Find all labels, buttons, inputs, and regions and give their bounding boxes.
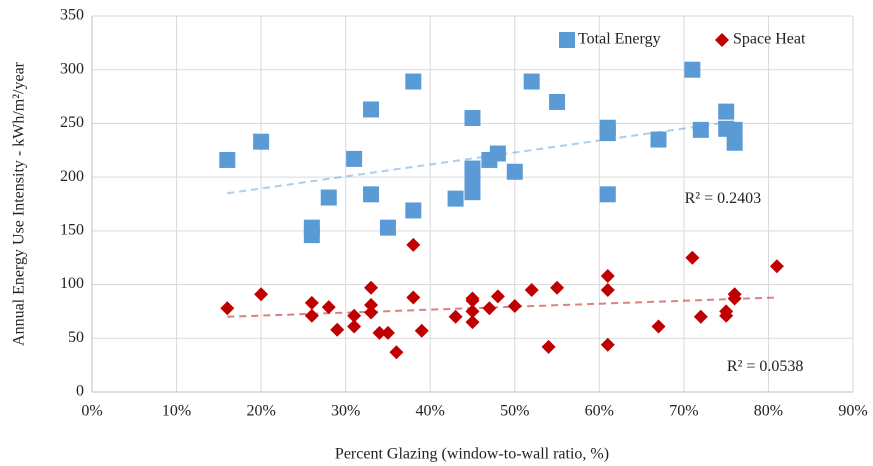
point [372, 325, 387, 340]
point [347, 319, 362, 334]
point [414, 323, 429, 338]
point [380, 325, 395, 340]
point [769, 259, 784, 274]
point [524, 282, 539, 297]
point [464, 110, 481, 127]
x-tick-label: 60% [585, 403, 614, 420]
x-tick-label: 80% [754, 403, 783, 420]
point [490, 289, 505, 304]
point [600, 268, 615, 283]
point [330, 322, 345, 337]
point [303, 227, 320, 244]
x-tick-label: 10% [162, 403, 191, 420]
y-tick-label: 100 [60, 275, 84, 292]
point [599, 186, 616, 203]
point [541, 339, 556, 354]
y-tick-label: 200 [60, 168, 84, 185]
x-tick-label: 40% [416, 403, 445, 420]
point [405, 73, 422, 90]
point [726, 134, 743, 151]
point [448, 309, 463, 324]
point [523, 73, 540, 90]
legend-label: Space Heat [733, 31, 806, 48]
point [364, 297, 379, 312]
point [254, 287, 269, 302]
trend-line [227, 120, 735, 195]
point [489, 145, 506, 162]
point [219, 151, 236, 168]
point [304, 308, 319, 323]
point [363, 186, 380, 203]
y-tick-label: 150 [60, 222, 84, 239]
trend-label: R² = 0.0538 [727, 358, 804, 375]
point [599, 125, 616, 142]
point [651, 319, 666, 334]
legend-label: Total Energy [578, 31, 661, 48]
point [363, 101, 380, 118]
point [465, 315, 480, 330]
point [320, 189, 337, 206]
point [600, 282, 615, 297]
point [406, 290, 421, 305]
point [346, 150, 363, 167]
point [364, 305, 379, 320]
y-tick-label: 50 [68, 329, 84, 346]
point [685, 250, 700, 265]
point [379, 219, 396, 236]
point [364, 280, 379, 295]
point [692, 121, 709, 138]
x-tick-label: 20% [246, 403, 275, 420]
y-axis-title: Annual Energy Use Intensity - kWh/m²/yea… [11, 61, 28, 346]
point [693, 309, 708, 324]
point [389, 345, 404, 360]
point [549, 93, 566, 110]
x-tick-label: 70% [669, 403, 698, 420]
trend-line [227, 296, 777, 318]
point [253, 133, 270, 150]
legend-marker [559, 32, 575, 48]
point [550, 280, 565, 295]
point [719, 308, 734, 323]
y-tick-label: 300 [60, 60, 84, 77]
point [406, 237, 421, 252]
point [465, 304, 480, 319]
point [220, 301, 235, 316]
point [465, 293, 480, 308]
x-tick-label: 30% [331, 403, 360, 420]
y-tick-label: 0 [76, 383, 84, 400]
x-tick-label: 90% [838, 403, 867, 420]
x-tick-label: 50% [500, 403, 529, 420]
y-tick-label: 250 [60, 114, 84, 131]
x-axis-title: Percent Glazing (window-to-wall ratio, %… [335, 446, 609, 463]
point [600, 337, 615, 352]
point [447, 190, 464, 207]
point [684, 61, 701, 78]
point [347, 308, 362, 323]
point [304, 295, 319, 310]
point [405, 202, 422, 219]
point [718, 103, 735, 120]
point [650, 131, 667, 148]
point [321, 300, 336, 315]
point [482, 301, 497, 316]
trend-label: R² = 0.2403 [685, 190, 762, 207]
y-tick-label: 350 [60, 7, 84, 24]
point [726, 121, 743, 138]
point [464, 184, 481, 201]
x-tick-label: 0% [81, 403, 102, 420]
point [506, 163, 523, 180]
point [727, 291, 742, 306]
legend-marker [715, 33, 729, 47]
point [507, 299, 522, 314]
